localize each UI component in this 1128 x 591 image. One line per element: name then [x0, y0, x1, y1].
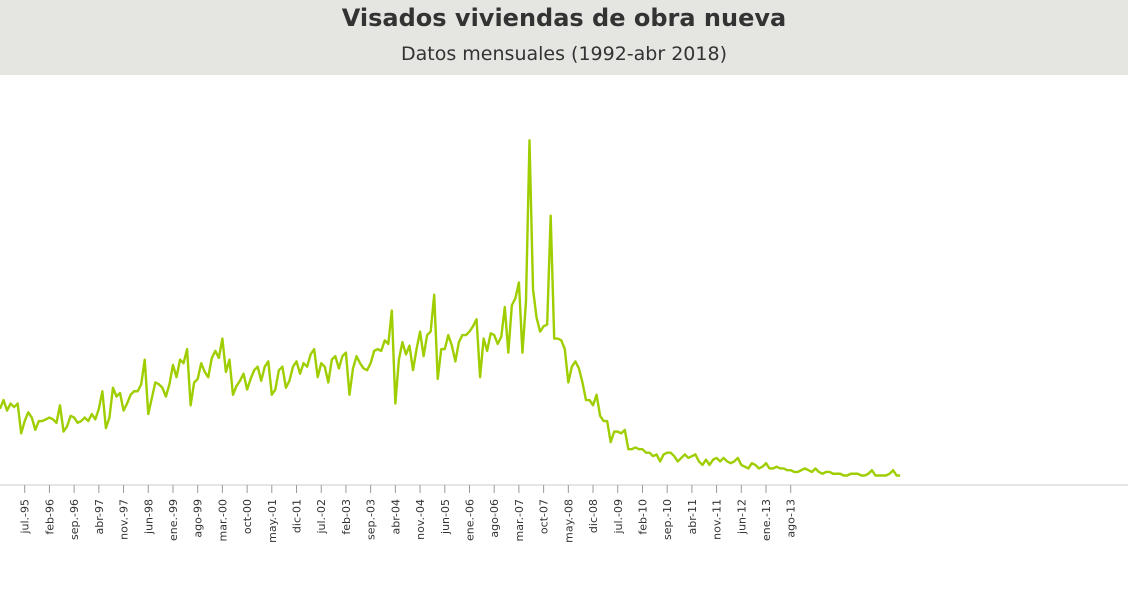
x-tick-label: feb-03 — [340, 499, 353, 535]
x-tick-label: ene.-06 — [463, 499, 476, 541]
x-tick-label: ene.-13 — [760, 499, 773, 541]
x-tick-label: feb-10 — [636, 499, 649, 535]
x-tick-label: ago-99 — [192, 499, 205, 538]
chart-subtitle: Datos mensuales (1992-abr 2018) — [401, 43, 727, 65]
x-tick-label: ago-13 — [785, 499, 798, 538]
chart-header: Visados viviendas de obra nueva Datos me… — [0, 0, 1128, 75]
x-tick-label: jun-05 — [439, 499, 452, 535]
x-tick-label: abr-04 — [389, 499, 402, 535]
x-tick-label: mar.-07 — [513, 499, 526, 541]
x-tick-label: sep.-96 — [68, 499, 81, 540]
x-tick-label: feb-96 — [43, 499, 56, 535]
x-tick-label: abr-11 — [686, 499, 699, 535]
x-tick-label: oct-00 — [241, 499, 254, 534]
x-tick-label: abr-97 — [93, 499, 106, 535]
x-tick-label: sep.-03 — [365, 499, 378, 540]
x-tick-label: jul.-09 — [612, 499, 625, 535]
x-tick-label: may.-08 — [562, 499, 575, 543]
x-tick-label: nov.-11 — [711, 499, 724, 540]
series-line — [0, 139, 901, 477]
x-tick-label: jul.-02 — [315, 499, 328, 535]
chart-title: Visados viviendas de obra nueva — [341, 4, 787, 32]
x-tick-label: nov.-97 — [118, 499, 131, 540]
x-tick-label: jul.-95 — [19, 499, 32, 535]
x-tick-label: ago-06 — [488, 499, 501, 538]
x-tick-label: ene.-99 — [167, 499, 180, 541]
x-tick-label: jun-12 — [735, 499, 748, 535]
x-tick-label: sep.-10 — [661, 499, 674, 540]
x-tick-label: dic-01 — [291, 499, 304, 533]
x-tick-label: jun-98 — [142, 499, 155, 535]
x-tick-label: nov.-04 — [414, 499, 427, 540]
x-tick-label: dic-08 — [587, 499, 600, 533]
x-tick-label: mar.-00 — [216, 499, 229, 541]
x-tick-label: oct-07 — [538, 499, 551, 534]
x-tick-label: may.-01 — [266, 499, 279, 543]
